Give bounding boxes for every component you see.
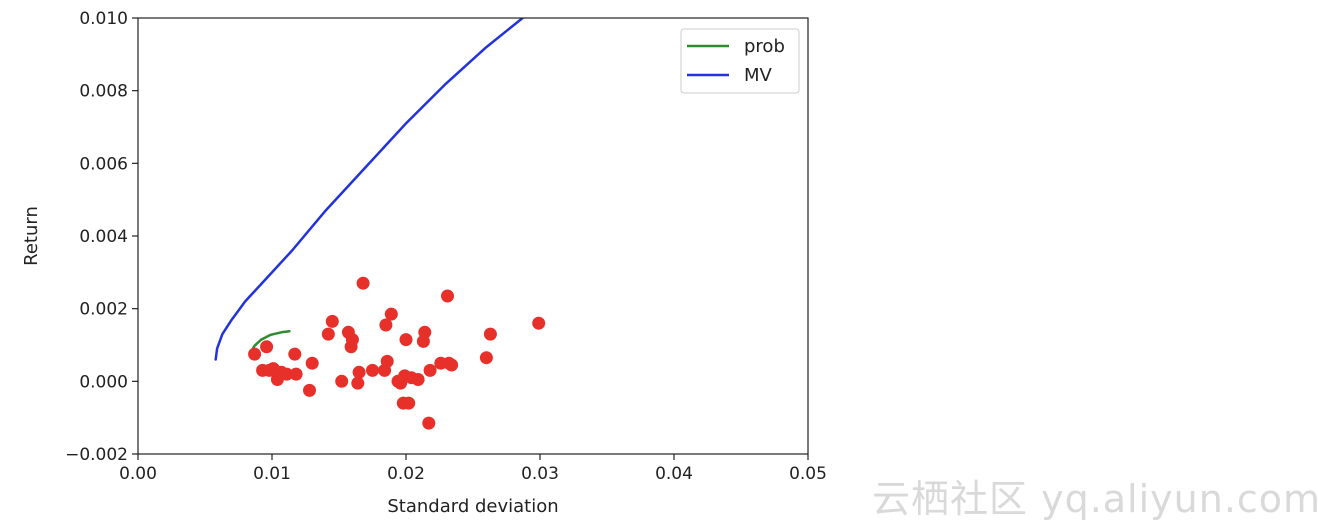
y-axis-label: Return [21,206,42,266]
scatter-point [289,367,303,381]
plot-area [214,18,546,430]
scatter-point [379,318,393,332]
y-tick-label: 0.006 [79,154,128,174]
scatter-point [321,327,335,341]
plot-marks [214,18,546,430]
scatter-point [248,347,262,361]
scatter-point [483,327,497,341]
scatter-point [422,416,436,430]
scatter-point [366,363,379,377]
legend: prob MV [680,28,800,94]
scatter-point [260,340,274,354]
x-axis-label: Standard deviation [387,496,558,517]
scatter-point [352,365,366,379]
legend-label-prob: prob [744,36,785,57]
series-line-mv [214,18,524,361]
scatter-point [402,396,416,410]
legend-label-mv: MV [744,65,773,86]
watermark: 云栖社区 yq.aliyun.com [872,477,1318,521]
series-line-prob [249,329,291,354]
scatter-point [532,316,546,330]
scatter-point [280,367,294,381]
scatter-point [418,325,432,339]
scatter-point [411,373,425,386]
scatter-point [303,383,316,397]
x-tick-label: 0.05 [789,464,827,484]
y-tick-label: 0.010 [79,9,128,29]
scatter-point [384,307,398,321]
x-tick-label: 0.03 [521,464,559,484]
scatter-point [445,358,459,372]
scatter-point [305,356,319,370]
y-tick-label: 0.002 [79,300,128,320]
scatter-point [380,354,394,368]
x-tick-label: 0.00 [119,464,157,484]
x-tick-label: 0.02 [387,464,425,484]
x-tick-label: 0.01 [253,464,291,484]
y-tick-label: −0.002 [65,445,128,465]
scatter-point [399,333,413,347]
scatter-point [441,289,454,303]
scatter-point [288,347,302,361]
y-tick-label: 0.004 [79,227,128,247]
plot-frame [137,17,809,455]
scatter-point [325,314,339,328]
scatter-point [351,376,365,390]
x-tick-label: 0.04 [655,464,693,484]
scatter-point [423,363,437,377]
x-axis: 0.00 0.01 0.02 0.03 0.04 0.05 [119,454,827,484]
y-axis: −0.002 0.000 0.002 0.004 0.006 0.008 0.010 [65,9,138,465]
scatter-point [479,351,493,365]
y-tick-label: 0.008 [79,82,128,102]
y-tick-label: 0.000 [79,372,128,392]
scatter-point [356,276,370,290]
scatter-point [345,333,359,347]
scatter-point [335,374,349,388]
